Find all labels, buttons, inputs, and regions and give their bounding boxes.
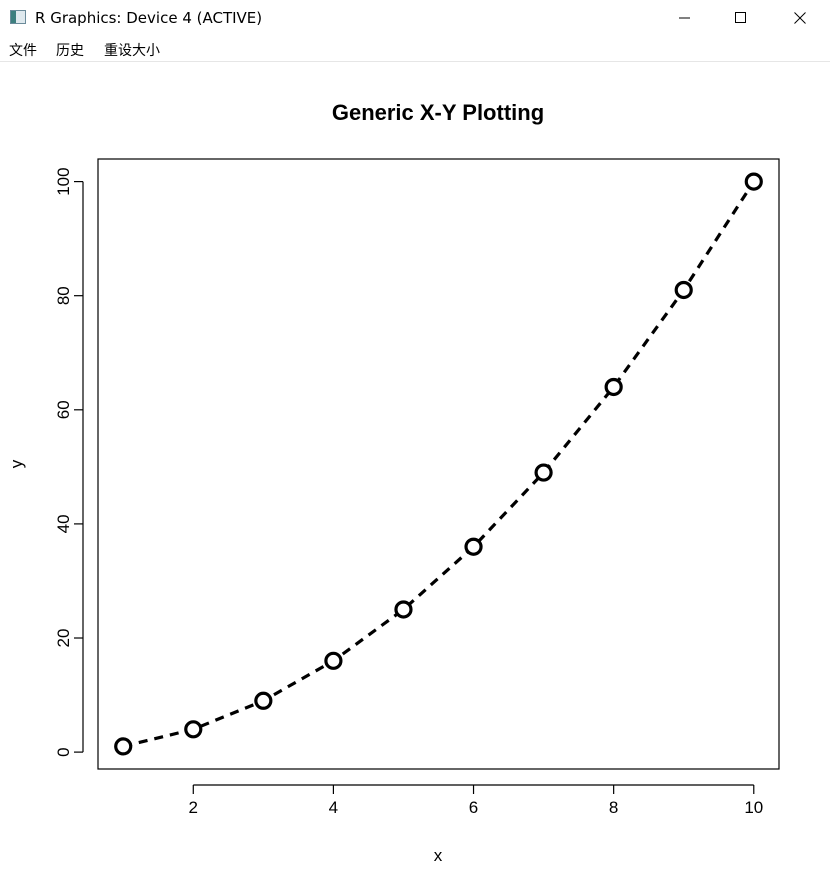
data-point — [114, 737, 133, 756]
y-tick-label: 80 — [54, 286, 73, 305]
data-point — [674, 280, 693, 300]
series-group — [114, 172, 763, 756]
data-point — [254, 691, 273, 710]
maximize-icon — [735, 12, 746, 23]
menu-bar: 文件 历史 重设大小 — [0, 36, 830, 62]
y-axis-label: y — [7, 459, 26, 468]
data-point — [324, 651, 343, 670]
x-tick-label: 4 — [329, 798, 338, 817]
close-icon — [794, 12, 806, 24]
maximize-button[interactable] — [712, 0, 770, 36]
data-point — [534, 463, 553, 482]
data-point — [184, 720, 203, 739]
r-graphics-app-icon — [10, 10, 26, 24]
y-axis: 0 20 40 60 80 100 — [54, 167, 84, 757]
x-tick-label: 6 — [469, 798, 478, 817]
plot-box — [97, 158, 780, 770]
close-button[interactable] — [771, 0, 829, 36]
x-tick-label: 8 — [609, 798, 618, 817]
series-line — [122, 180, 756, 748]
menu-file[interactable]: 文件 — [9, 43, 37, 59]
x-tick-label: 2 — [189, 798, 198, 817]
data-point — [394, 600, 413, 619]
x-axis-label: x — [434, 846, 443, 865]
y-tick-label: 100 — [54, 167, 73, 195]
window-titlebar: R Graphics: Device 4 (ACTIVE) — [0, 0, 830, 36]
y-tick-label: 40 — [54, 514, 73, 533]
y-tick-label: 20 — [54, 629, 73, 648]
chart-title: Generic X-Y Plotting — [332, 100, 544, 125]
menu-history[interactable]: 历史 — [56, 43, 84, 59]
y-tick-label: 0 — [54, 747, 73, 756]
minimize-button[interactable] — [656, 0, 714, 36]
x-axis: 2 4 6 8 10 — [189, 784, 763, 817]
minimize-icon — [679, 17, 690, 19]
data-point — [604, 377, 623, 397]
data-point — [744, 172, 763, 191]
window-title: R Graphics: Device 4 (ACTIVE) — [35, 9, 263, 27]
y-tick-label: 60 — [54, 400, 73, 419]
x-tick-label: 10 — [744, 798, 763, 817]
menu-resize[interactable]: 重设大小 — [104, 43, 160, 59]
data-point — [464, 537, 483, 556]
